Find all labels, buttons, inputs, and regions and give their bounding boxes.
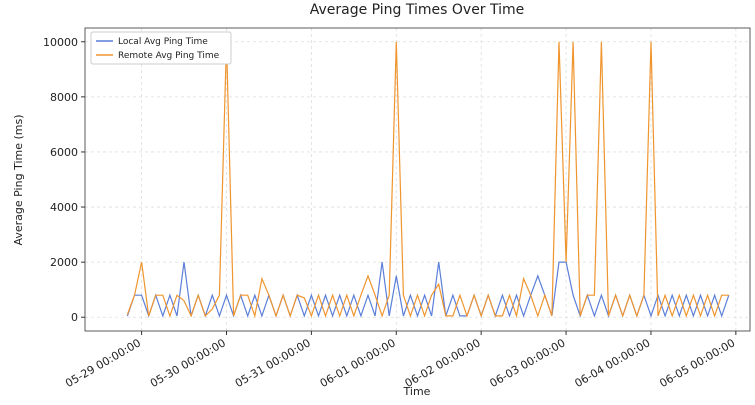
legend-label: Remote Avg Ping Time: [118, 51, 220, 61]
x-tick-label: 06-02 00:00:00: [403, 336, 483, 390]
y-tick-label: 2000: [50, 256, 78, 269]
x-tick-label: 05-30 00:00:00: [148, 336, 228, 390]
chart-title: Average Ping Times Over Time: [310, 2, 525, 18]
x-tick-label: 06-01 00:00:00: [318, 336, 398, 390]
series-line: [126, 41, 729, 319]
series-line: [126, 261, 730, 318]
y-axis-label: Average Ping Time (ms): [12, 114, 25, 245]
x-axis-label: Time: [403, 385, 431, 398]
y-tick-label: 10000: [43, 36, 78, 49]
x-tick-label: 05-31 00:00:00: [233, 336, 313, 390]
x-tick-label: 06-04 00:00:00: [572, 336, 652, 390]
legend-label: Local Avg Ping Time: [118, 37, 208, 47]
y-tick-label: 4000: [50, 201, 78, 214]
x-tick-label: 05-29 00:00:00: [63, 336, 143, 390]
y-tick-label: 0: [71, 311, 78, 324]
x-tick-label: 06-05 00:00:00: [657, 336, 737, 390]
plot-frame: [84, 27, 751, 332]
y-tick-label: 8000: [50, 91, 78, 104]
y-tick-label: 6000: [50, 146, 78, 159]
x-tick-label: 06-03 00:00:00: [488, 336, 568, 390]
legend-box: [90, 31, 232, 65]
